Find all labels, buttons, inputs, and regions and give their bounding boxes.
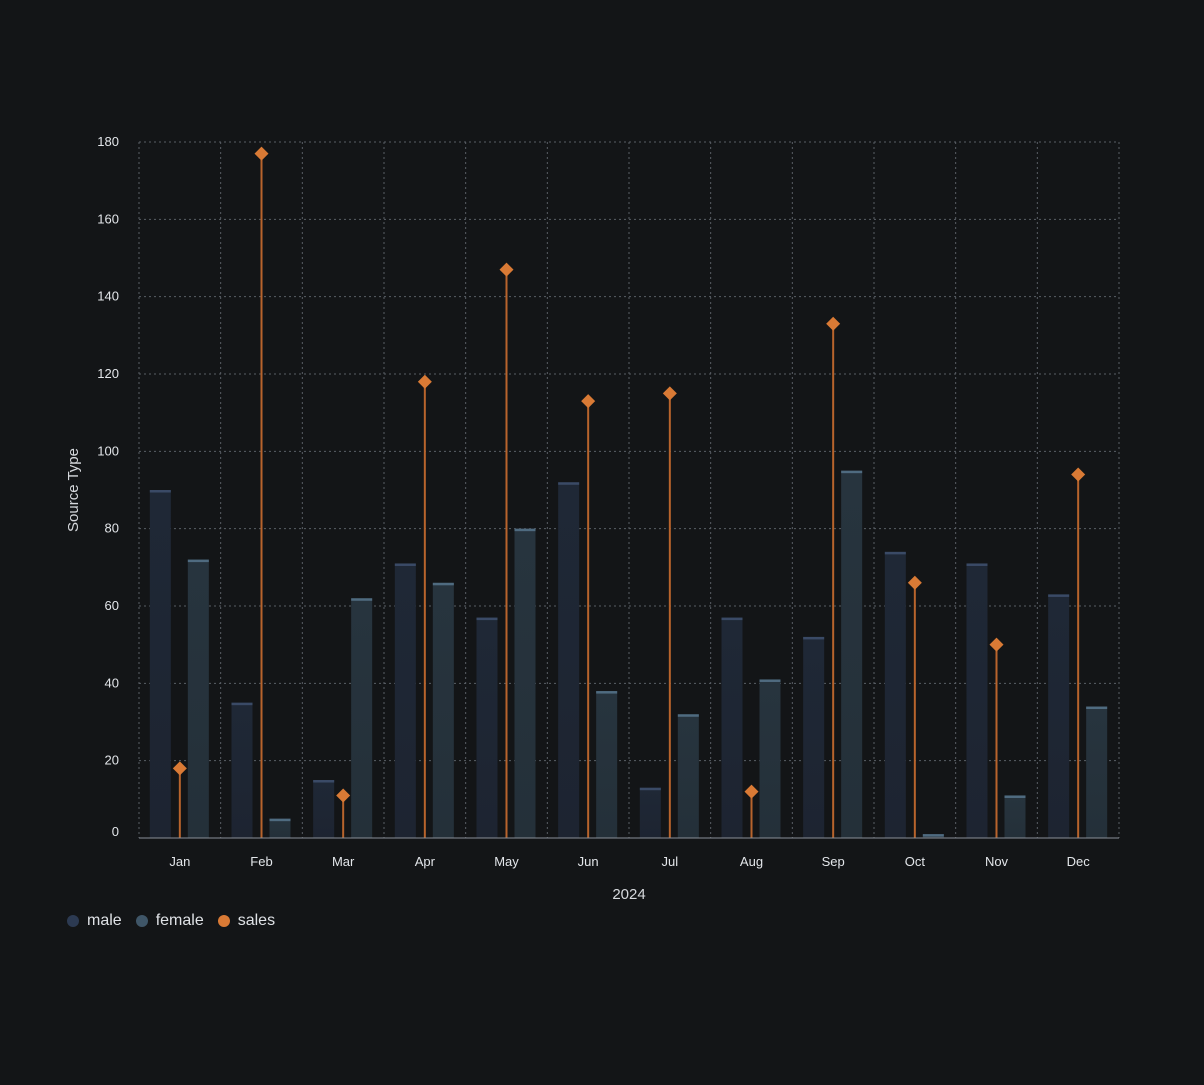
bar-female[interactable] (269, 818, 291, 838)
bar-male[interactable] (721, 617, 743, 838)
y-tick-label: 180 (97, 134, 119, 149)
bar-cap-male (1048, 594, 1070, 597)
bar-female[interactable] (187, 559, 209, 838)
bar-male[interactable] (1048, 594, 1070, 838)
legend-label-sales: sales (237, 912, 276, 929)
bar-cap-female (432, 582, 454, 586)
x-tick-label: Jun (578, 854, 599, 869)
bar-cap-male (476, 617, 498, 621)
axes: 0 20 40 60 80 100 120 140 160 180 Jan Feb Mar Apr May J… (97, 134, 1119, 869)
bar-male[interactable] (394, 563, 416, 838)
x-tick-label: Mar (332, 854, 355, 869)
bar-cap-female (922, 834, 944, 837)
bar-cap-female (1086, 706, 1108, 710)
sales-marker[interactable] (417, 374, 432, 389)
bar-cap-female (841, 470, 863, 474)
x-tick-label: Aug (740, 854, 763, 869)
bar-cap-male (803, 636, 825, 640)
sales-marker[interactable] (826, 316, 841, 331)
bar-cap-male (966, 563, 988, 566)
x-tick-label: Nov (985, 854, 1009, 869)
bar-cap-female (514, 528, 536, 532)
bar-cap-male (639, 787, 661, 791)
bar-male[interactable] (966, 563, 988, 838)
bar-cap-male (558, 482, 580, 485)
x-tick-label: Jul (662, 854, 679, 869)
bar-female[interactable] (677, 714, 699, 838)
x-tick-label: Sep (822, 854, 845, 869)
bar-cap-female (596, 691, 618, 694)
bar-male[interactable] (149, 490, 171, 838)
y-tick-label: 160 (97, 211, 119, 226)
bar-cap-female (187, 559, 209, 563)
y-axis-title: Source Type (65, 448, 82, 532)
bar-female[interactable] (759, 679, 781, 838)
bars (149, 470, 1108, 838)
bar-female[interactable] (841, 470, 863, 838)
sales-marker[interactable] (581, 394, 596, 409)
bar-cap-female (1004, 795, 1026, 798)
bar-cap-male (231, 702, 253, 706)
sales-marker[interactable] (254, 146, 269, 161)
bar-cap-female (759, 679, 781, 682)
legend-swatch-male (67, 915, 79, 927)
y-tick-label: 80 (105, 521, 119, 536)
legend-label-male: male (87, 912, 122, 929)
bar-female[interactable] (432, 582, 454, 838)
bar-cap-female (269, 818, 291, 822)
legend-label-female: female (155, 912, 204, 929)
sales-lollipops (172, 146, 1086, 838)
bar-male[interactable] (803, 636, 825, 838)
legend-swatch-sales (217, 915, 230, 927)
bar-cap-male (313, 780, 335, 783)
y-tick-label: 0 (112, 824, 119, 839)
bar-female[interactable] (1004, 795, 1026, 838)
sales-marker[interactable] (662, 386, 677, 401)
x-tick-label: May (494, 854, 519, 869)
bar-cap-female (351, 598, 373, 601)
bar-male[interactable] (231, 702, 253, 838)
x-axis-title: 2024 (612, 886, 645, 903)
y-tick-label: 100 (97, 443, 119, 458)
sales-marker[interactable] (336, 788, 351, 803)
y-tick-label: 120 (97, 366, 119, 381)
bar-male[interactable] (476, 617, 498, 838)
bar-female[interactable] (351, 598, 373, 838)
legend-swatch-female (135, 915, 148, 927)
bar-cap-female (677, 714, 699, 717)
bar-female[interactable] (1086, 706, 1108, 838)
sales-marker[interactable] (989, 637, 1004, 652)
bar-cap-male (721, 617, 743, 621)
legend-item-sales[interactable]: sales (217, 912, 276, 930)
x-tick-label: Dec (1067, 854, 1091, 869)
bar-male[interactable] (639, 787, 661, 838)
bar-cap-male (149, 490, 171, 493)
bar-cap-male (394, 563, 416, 566)
bar-cap-male (884, 551, 906, 555)
bar-male[interactable] (313, 780, 335, 838)
x-tick-label: Oct (905, 854, 926, 869)
sales-marker[interactable] (499, 262, 514, 277)
x-tick-label: Feb (250, 854, 272, 869)
y-tick-label: 20 (105, 753, 119, 768)
y-tick-label: 140 (97, 289, 119, 304)
sales-marker[interactable] (907, 575, 922, 590)
x-tick-label: Jan (169, 854, 190, 869)
y-tick-label: 60 (105, 598, 119, 613)
legend-item-female[interactable]: female (135, 912, 204, 930)
sales-marker[interactable] (172, 761, 187, 776)
sales-marker[interactable] (1071, 467, 1086, 482)
legend-item-male[interactable]: male (67, 912, 122, 930)
grid (138, 141, 1120, 838)
x-tick-label: Apr (415, 854, 436, 869)
bar-male[interactable] (558, 482, 580, 838)
bar-female[interactable] (596, 691, 618, 838)
sales-marker[interactable] (744, 784, 759, 799)
y-tick-label: 40 (105, 675, 119, 690)
bar-male[interactable] (884, 551, 906, 838)
legend: male female sales (67, 912, 275, 930)
bar-female[interactable] (514, 528, 536, 838)
